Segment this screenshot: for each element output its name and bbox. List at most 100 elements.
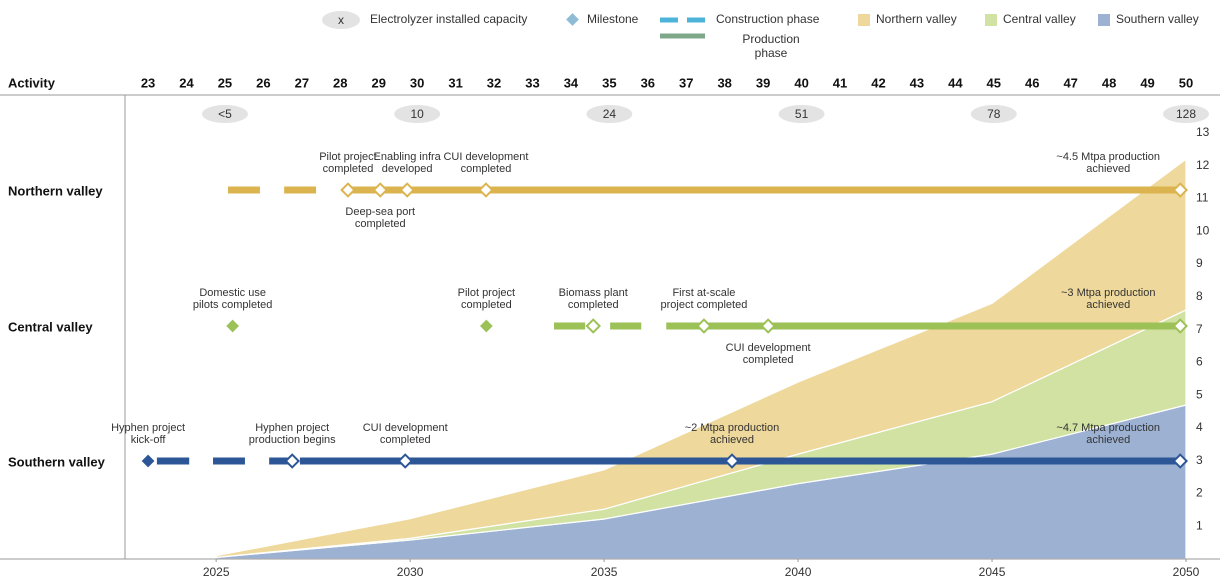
milestone-label: ~2 Mtpa production [685,422,779,434]
milestone-label: Hyphen project [255,422,329,434]
capacity-label: 10 [410,107,424,121]
milestone-label: Deep-sea port [345,206,415,218]
legend-diamond [566,13,579,26]
milestone [760,318,776,334]
x-tick-label: 2040 [785,565,812,579]
milestone-label: achieved [710,434,754,446]
top-tick-label: 48 [1102,75,1116,90]
milestone-label: Pilot project [319,151,376,163]
milestone [226,319,240,333]
top-tick-label: 37 [679,75,693,90]
y-tick-label: 2 [1196,486,1203,500]
x-tick-label: 2050 [1173,565,1200,579]
legend-label: Production [742,32,799,46]
capacity-bubble [1163,105,1209,123]
top-tick-label: 50 [1179,75,1193,90]
legend-label: Northern valley [876,12,957,26]
capacity-label: 24 [603,107,617,121]
milestone [340,182,356,198]
top-tick-label: 25 [218,75,232,90]
area [215,158,1187,559]
capacity-bubble [970,105,1017,123]
capacity-bubble [778,105,825,123]
milestone-label: Enabling infra [374,151,442,163]
capacity-label: 51 [795,107,809,121]
activity-label: Activity [8,75,56,90]
row-label: Northern valley [8,183,103,198]
top-tick-label: 38 [717,75,731,90]
milestone [585,318,602,334]
legend-bubble-symbol: x [338,13,344,27]
top-tick-label: 46 [1025,75,1039,90]
milestone-label: achieved [1086,434,1130,446]
milestone [1172,453,1189,469]
milestone-label: achieved [1086,163,1130,175]
y-tick-label: 13 [1196,125,1210,139]
milestone [696,318,712,334]
x-tick-label: 2035 [591,565,618,579]
milestone-label: ~3 Mtpa production [1061,287,1155,299]
milestone [1172,318,1189,334]
top-tick-label: 49 [1140,75,1154,90]
x-tick-label: 2045 [979,565,1006,579]
milestone [1172,182,1189,198]
top-tick-label: 45 [987,75,1001,90]
row-label: Central valley [8,319,93,334]
top-tick-label: 36 [641,75,655,90]
top-tick-label: 40 [794,75,808,90]
legend-label: Central valley [1003,12,1076,26]
milestone-label: Pilot project [458,287,515,299]
milestone-label: developed [382,163,433,175]
milestone-label: First at-scale [672,287,735,299]
milestone [284,453,301,469]
top-tick-label: 27 [295,75,309,90]
top-tick-label: 39 [756,75,770,90]
milestone-label: completed [568,299,619,311]
top-tick-label: 29 [371,75,385,90]
top-tick-label: 32 [487,75,501,90]
capacity-label: 128 [1176,107,1196,121]
legend-bubble [322,11,360,29]
capacity-bubble [586,105,633,123]
top-tick-label: 44 [948,75,963,90]
row-label: Southern valley [8,454,106,469]
y-tick-label: 10 [1196,223,1210,237]
milestone [141,454,155,468]
milestone-label: CUI development [363,422,448,434]
capacity-label: 78 [987,107,1001,121]
y-tick-label: 4 [1196,420,1203,434]
legend-label: Construction phase [716,12,820,26]
top-tick-label: 41 [833,75,847,90]
top-tick-label: 34 [564,75,579,90]
milestone [399,182,415,198]
legend-swatch [1098,14,1110,26]
milestone [479,319,493,333]
capacity-bubble [201,105,248,123]
milestone-label: achieved [1086,299,1130,311]
milestone-label: kick-off [131,434,167,446]
milestone [724,453,740,469]
top-tick-label: 42 [871,75,885,90]
milestone-label: ~4.7 Mtpa production [1056,422,1160,434]
legend-label: Southern valley [1116,12,1199,26]
legend-label: Electrolyzer installed capacity [370,12,527,26]
milestone-label: CUI development [726,342,811,354]
top-tick-label: 31 [448,75,462,90]
milestone-label: Biomass plant [559,287,628,299]
y-tick-label: 8 [1196,289,1203,303]
capacity-label: <5 [218,107,232,121]
top-tick-label: 35 [602,75,616,90]
legend-swatch [858,14,870,26]
legend-label: phase [755,46,788,60]
milestone-label: completed [355,218,406,230]
top-tick-label: 26 [256,75,270,90]
top-tick-label: 28 [333,75,347,90]
milestone-label: project completed [661,299,748,311]
y-tick-label: 6 [1196,355,1203,369]
milestone-label: completed [461,163,512,175]
milestone-label: pilots completed [193,299,273,311]
milestone-label: Domestic use [199,287,266,299]
legend-swatch [985,14,997,26]
milestone [397,453,414,469]
